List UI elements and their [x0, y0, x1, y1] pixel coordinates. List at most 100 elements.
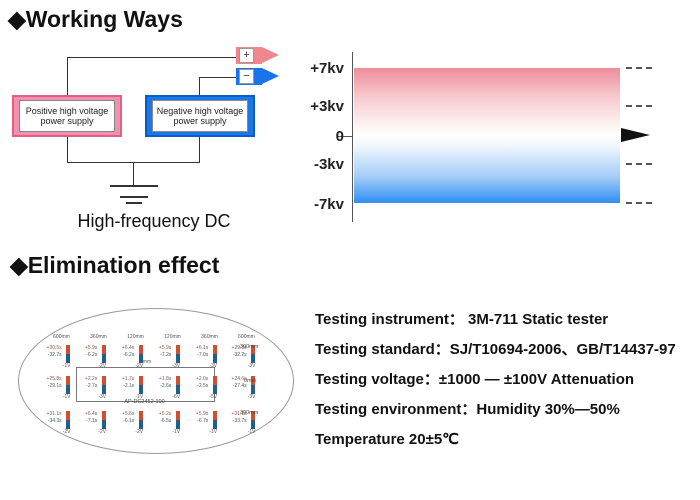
positive-decay-value: +5.9s [158, 345, 172, 351]
measure-point: +1.7s -2.1s -1V [114, 374, 151, 409]
positive-decay-value: +2.2s [84, 376, 98, 382]
negative-decay-value: -6.2s [123, 352, 135, 358]
column-distance-label: 600mm [238, 334, 255, 340]
measure-point: +24.6s -27.4s -3V [225, 374, 262, 409]
wire [67, 137, 68, 162]
positive-decay-value: +6.1s [195, 345, 209, 351]
measure-point: +5.6s -6.1s -2V [114, 409, 151, 440]
measure-point: +29.3s -32.2s -3V [225, 343, 262, 374]
elimination-title: ◆Elimination effect [10, 252, 220, 278]
tick-dash [626, 202, 652, 204]
row-distance-label: 0mm [244, 378, 257, 384]
residual-voltage-label: -1V [62, 363, 71, 369]
decay-bar-icon [66, 411, 71, 429]
decay-bar-icon [139, 345, 144, 363]
note-environment: Testing environment：Humidity 30%—50% [315, 401, 620, 418]
residual-voltage-label: -3V [209, 363, 218, 369]
decay-bar-icon [176, 411, 181, 429]
residual-voltage-label: -3V [172, 363, 181, 369]
eliminator-model-label: AP-DC2452-100 [124, 399, 165, 405]
residual-voltage-label: -2V [135, 363, 144, 369]
measure-point: +31.1s -34.3s -2V [40, 409, 77, 440]
positive-supply-box: Positive high voltage power supply [12, 95, 122, 137]
negative-decay-value: -6.7s [197, 418, 209, 424]
axis-label-p7kv: +7kv [310, 60, 344, 77]
wire [199, 77, 200, 95]
zero-tick [338, 136, 352, 137]
voltage-axis [352, 52, 353, 222]
positive-decay-value: +25.8s [46, 376, 62, 382]
decay-bar-icon [213, 345, 218, 363]
decay-bar-icon [176, 345, 181, 363]
negative-decay-value: -2.1s [123, 383, 135, 389]
positive-decay-value: +2.0s [195, 376, 209, 382]
column-distance-label: 360mm [201, 334, 218, 340]
test-area-ellipse [18, 308, 294, 454]
positive-decay-value: +1.7s [121, 376, 135, 382]
note-standard: Testing standard：SJ/T10694-2006、GB/T1443… [315, 341, 676, 358]
residual-voltage-label: -2V [135, 429, 144, 435]
positive-decay-value: +6.4s [121, 345, 135, 351]
zero-arrow-icon [621, 128, 650, 142]
measure-point: +1.8s -2.6s -6V [151, 374, 188, 409]
negative-decay-value: -29.1s [47, 383, 62, 389]
axis-label-zero: 0 [335, 128, 344, 145]
row-distance-label: 300mm [240, 344, 259, 350]
ground-icon [120, 196, 148, 198]
positive-decay-value: +29.3s [231, 345, 247, 351]
measure-point: +6.1s -7.0s -3V [188, 343, 225, 374]
column-distance-label: 120mm [164, 334, 181, 340]
measure-point: +5.2s -6.5s -1V [151, 409, 188, 440]
residual-voltage-label: -2V [98, 429, 107, 435]
negative-decay-value: -27.4s [232, 383, 247, 389]
test-notes: Testing instrument： 3M-711 Static tester… [315, 305, 695, 455]
positive-decay-value: +31.1s [46, 411, 62, 417]
tick-dash [626, 163, 652, 165]
measure-point: +5.9s -7.2s -3V [151, 343, 188, 374]
column-distance-label: 600mm [53, 334, 70, 340]
measure-point: +31.1s -33.7s -1V [225, 409, 262, 440]
residual-voltage-label: -1V [209, 429, 218, 435]
decay-bar-icon [66, 345, 71, 363]
minus-symbol: − [239, 69, 254, 84]
wire [199, 77, 236, 78]
residual-voltage-label: -3V [247, 394, 256, 400]
axis-label-n7kv: -7kv [313, 196, 344, 213]
decay-bar-icon [251, 376, 256, 394]
measure-point: +6.4s -7.1s -2V [77, 409, 114, 440]
axis-label-p3kv: +3kv [310, 98, 344, 115]
wire [67, 57, 236, 58]
tick-dash [626, 105, 652, 107]
decay-bar-icon [251, 411, 256, 429]
decay-bar-icon [139, 376, 144, 394]
measure-point: +5.9s -6.2s -2V [77, 343, 114, 374]
ground-icon [110, 185, 158, 187]
decay-bar-icon [176, 376, 181, 394]
decay-bar-icon [102, 411, 107, 429]
negative-supply-box: Negative high voltage power supply [145, 95, 255, 137]
positive-decay-value: +30.5s [46, 345, 62, 351]
negative-decay-value: -33.7s [232, 418, 247, 424]
decay-bar-icon [102, 376, 107, 394]
axis-label-n3kv: -3kv [313, 156, 344, 173]
negative-decay-value: -7.0s [197, 352, 209, 358]
hf-dc-caption: High-frequency DC [77, 211, 231, 231]
decay-bar-icon [139, 411, 144, 429]
positive-decay-value: +5.9s [84, 345, 98, 351]
positive-electrode-tip [262, 47, 279, 63]
residual-voltage-label: -3V [98, 394, 107, 400]
note-temperature: Temperature 20±5℃ [315, 431, 460, 448]
working-ways-title: ◆Working Ways [8, 6, 183, 32]
row-distance-label: 300mm [240, 410, 259, 416]
residual-voltage-label: -1V [172, 429, 181, 435]
note-voltage: Testing voltage：±1000 — ±100V Attenuatio… [315, 371, 635, 388]
negative-decay-value: -2.5s [197, 383, 209, 389]
residual-voltage-label: -2V [62, 429, 71, 435]
wire [199, 137, 200, 162]
residual-voltage-label: -2V [98, 363, 107, 369]
plus-symbol: + [239, 48, 254, 63]
measure-point: +2.2s -2.7s -3V [77, 374, 114, 409]
positive-decay-value: +24.6s [231, 376, 247, 382]
decay-bar-icon [213, 376, 218, 394]
